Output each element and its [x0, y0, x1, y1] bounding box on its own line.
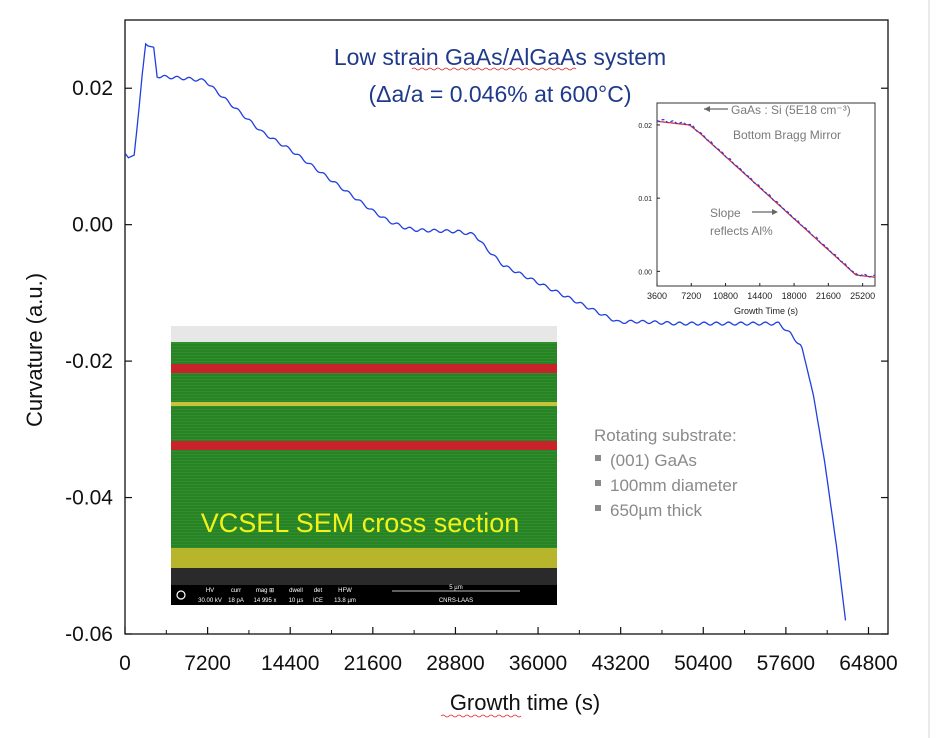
sem-field-key: det	[314, 588, 323, 594]
x-tick-label: 57600	[757, 652, 815, 675]
inset-arrow-2-head	[772, 209, 778, 215]
inset-annotation-slope: Slope	[710, 206, 741, 220]
xlabel-spellcheck-squiggle	[440, 714, 522, 718]
inset-x-tick-label: 14400	[747, 291, 772, 301]
title-spellcheck-squiggle	[411, 67, 577, 71]
inset-x-tick-label: 18000	[782, 291, 807, 301]
sem-field-value: 14 995 x	[253, 598, 276, 604]
inset-y-tick-label: 0.00	[638, 269, 652, 276]
y-tick-label: 0.02	[72, 77, 113, 100]
inset-arrow-1-head	[704, 106, 710, 112]
inset-series-blue	[656, 119, 876, 278]
main-plot-frame	[124, 19, 889, 635]
inset-annotation-doping: GaAs : Si (5E18 cm⁻³)	[731, 103, 851, 117]
y-tick-label: 0.00	[72, 214, 113, 237]
x-tick-label: 43200	[591, 652, 649, 675]
inset-x-tick-label: 7200	[681, 291, 701, 301]
sem-yellow-layer-1	[171, 402, 557, 406]
inset-plot-frame	[656, 102, 876, 287]
substrate-item: 100mm diameter	[610, 476, 738, 495]
substrate-item: 650µm thick	[610, 501, 702, 520]
sem-field-key: mag ⊞	[256, 588, 274, 594]
sem-red-layer-2	[171, 441, 557, 450]
substrate-item: (001) GaAs	[610, 451, 697, 470]
chart-title: Low strain GaAs/AlGaAs system	[334, 44, 666, 70]
bullet-icon	[595, 480, 601, 486]
inset-x-tick-label: 21600	[816, 291, 841, 301]
x-axis-label: Growth time (s)	[450, 690, 600, 715]
x-tick-label: 7200	[184, 652, 231, 675]
y-tick-label: -0.04	[65, 487, 113, 510]
sem-info-bar-bg	[171, 585, 557, 605]
main-ticks: 0 7200 14400 21600 28800 36000 43200 50400 57600…	[65, 77, 898, 675]
x-tick-label: 64800	[839, 652, 897, 675]
sem-info-bar: HV 30.00 kV curr 18 pA mag ⊞ 14 995 x dwell 10 …	[171, 585, 557, 605]
x-tick-label: 28800	[426, 652, 484, 675]
inset-x-tick-label: 25200	[850, 291, 875, 301]
substrate-heading: Rotating substrate:	[594, 426, 737, 445]
y-tick-label: -0.06	[65, 623, 113, 646]
x-tick-label: 36000	[509, 652, 567, 675]
sem-top-margin	[171, 326, 557, 344]
y-axis-label: Curvature (a.u.)	[22, 273, 47, 427]
x-tick-label: 50400	[674, 652, 732, 675]
sem-logo-icon	[176, 590, 186, 600]
sem-substrate-layer	[171, 548, 557, 568]
sem-field-value: 10 µs	[289, 598, 304, 604]
main-series-line	[124, 42, 847, 621]
inset-series-red	[656, 120, 875, 278]
inset-x-tick-label: 3600	[647, 291, 667, 301]
sem-label: VCSEL SEM cross section	[201, 508, 520, 538]
x-tick-label: 0	[119, 652, 131, 675]
sem-field-value: ICE	[313, 598, 323, 604]
sem-image: VCSEL SEM cross section HV 30.00 kV curr 18…	[171, 326, 557, 605]
x-tick-label: 14400	[261, 652, 319, 675]
x-tick-label: 21600	[344, 652, 402, 675]
chart-subtitle: (Δa/a = 0.046% at 600°C)	[368, 81, 631, 107]
sem-field-key: HV	[206, 588, 214, 594]
sem-field-value: 13.8 µm	[334, 598, 356, 604]
bullet-icon	[595, 505, 601, 511]
sem-field-value: 30.00 kV	[198, 598, 222, 604]
inset-y-tick-label: 0.02	[638, 123, 652, 130]
sem-field-key: HFW	[338, 588, 352, 594]
bullet-icon	[595, 455, 601, 461]
inset-annotation-mirror: Bottom Bragg Mirror	[733, 128, 841, 142]
sem-fields: HV 30.00 kV curr 18 pA mag ⊞ 14 995 x dwell 10 …	[198, 588, 356, 604]
substrate-note: Rotating substrate: (001) GaAs 100mm dia…	[594, 426, 738, 520]
sem-lab-text: CNRS-LAAS	[439, 598, 473, 604]
y-tick-label: -0.02	[65, 350, 113, 373]
sem-bottom-dark	[171, 568, 557, 585]
inset-y-tick-label: 0.01	[638, 196, 652, 203]
inset-annotation-al: reflects Al%	[710, 224, 773, 238]
sem-field-key: dwell	[289, 588, 303, 594]
sem-red-layer-1	[171, 364, 557, 373]
inset-ticks: 3600 7200 10800 14400 18000 21600 25200 0.02 0.0…	[638, 123, 875, 301]
sem-scale-text: 5 µm	[449, 585, 462, 591]
inset-x-label: Growth Time (s)	[734, 306, 798, 316]
inset-x-tick-label: 10800	[713, 291, 738, 301]
inset-chart: 3600 7200 10800 14400 18000 21600 25200 0.02 0.0…	[638, 102, 876, 316]
sem-field-value: 18 pA	[228, 598, 244, 604]
sem-field-key: curr	[231, 588, 241, 594]
